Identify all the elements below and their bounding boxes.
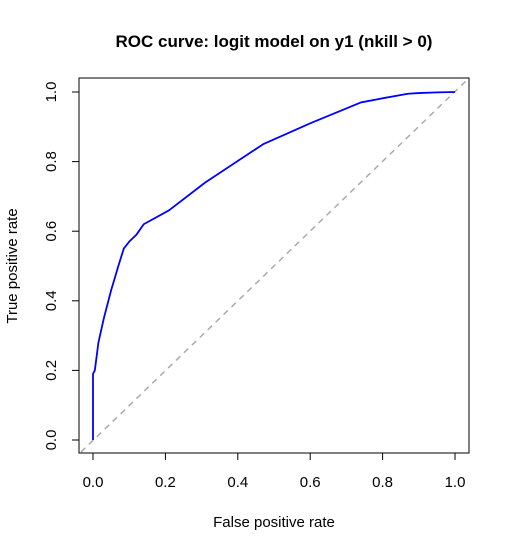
x-tick-label: 0.2 [155, 474, 176, 491]
y-tick-label: 0.6 [43, 221, 60, 242]
series-layer [92, 91, 456, 440]
reference-layer [80, 79, 468, 453]
y-tick-label: 1.0 [43, 82, 60, 103]
diagonal-reference-line [80, 79, 468, 453]
x-tick-label: 0.6 [300, 474, 321, 491]
y-tick-label: 0.2 [43, 360, 60, 381]
x-tick-label: 0.0 [83, 474, 104, 491]
x-axis: 0.0 0.2 0.4 0.6 0.8 1.0 [83, 452, 466, 491]
x-tick-label: 1.0 [445, 474, 466, 491]
y-tick-label: 0.8 [43, 151, 60, 172]
roc-curve-line [92, 91, 456, 440]
x-axis-label: False positive rate [213, 514, 335, 531]
x-tick-label: 0.8 [372, 474, 393, 491]
y-tick-label: 0.4 [43, 290, 60, 311]
x-tick-label: 0.4 [227, 474, 248, 491]
y-tick-label: 0.0 [43, 430, 60, 451]
y-axis-label: True positive rate [4, 208, 21, 323]
chart-title: ROC curve: logit model on y1 (nkill > 0) [116, 32, 433, 51]
y-axis: 0.0 0.2 0.4 0.6 0.8 1.0 [43, 82, 80, 451]
